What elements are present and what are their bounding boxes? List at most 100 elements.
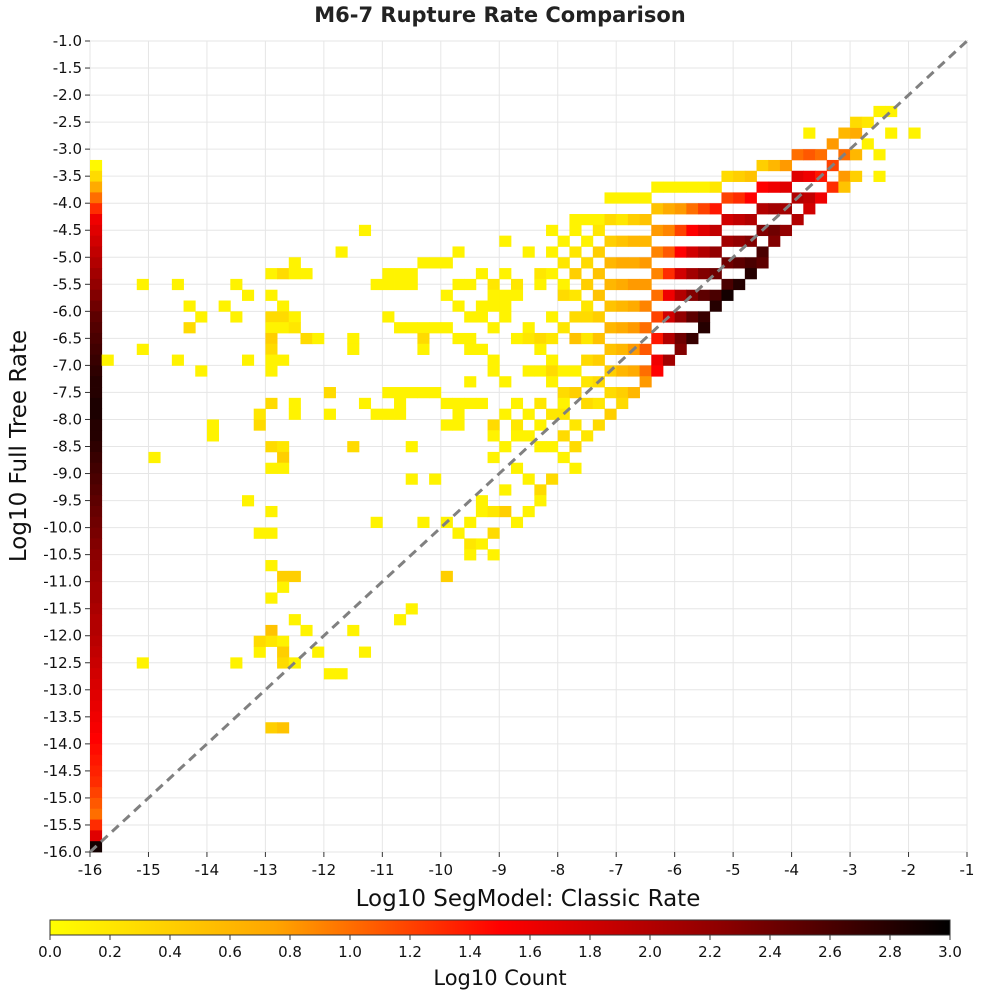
- heatmap-cell: [756, 257, 769, 269]
- heatmap-cell: [651, 311, 664, 323]
- heatmap-cell: [569, 365, 582, 377]
- heatmap-cell: [592, 311, 605, 323]
- heatmap-cell: [464, 516, 477, 528]
- heatmap-cell: [698, 203, 711, 215]
- heatmap-cell: [651, 203, 664, 215]
- heatmap-cell: [850, 116, 863, 128]
- heatmap-cell: [674, 311, 687, 323]
- heatmap-cell: [487, 430, 500, 442]
- heatmap-cell: [475, 538, 488, 550]
- heatmap-cell: [358, 397, 372, 410]
- heatmap-cell: [721, 289, 734, 301]
- heatmap-cell: [756, 203, 769, 215]
- heatmap-cell: [265, 441, 278, 453]
- x-tick-label: -6: [667, 861, 682, 879]
- heatmap-cell: [569, 441, 582, 453]
- heatmap-cell: [347, 624, 360, 637]
- heatmap-cell: [604, 278, 617, 291]
- heatmap-cell: [265, 527, 278, 539]
- heatmap-cell: [90, 181, 103, 193]
- heatmap-cell: [639, 214, 652, 226]
- heatmap-cell: [265, 505, 278, 518]
- heatmap-cell: [277, 322, 290, 334]
- heatmap-cell: [709, 246, 722, 258]
- heatmap-cell: [440, 419, 453, 431]
- heatmap-cell: [604, 300, 617, 312]
- heatmap-cell: [253, 419, 266, 431]
- heatmap-cell: [253, 527, 266, 539]
- heatmap-cell: [885, 105, 898, 118]
- heatmap-cell: [686, 268, 699, 280]
- heatmap-cell: [616, 300, 629, 312]
- heatmap-cell: [838, 170, 851, 182]
- heatmap-cell: [90, 451, 103, 464]
- heatmap-cell: [709, 181, 722, 193]
- heatmap-cell: [499, 441, 512, 453]
- heatmap-cell: [534, 278, 547, 291]
- heatmap-cell: [90, 473, 103, 485]
- heatmap-cell: [522, 322, 535, 334]
- heatmap-cell: [370, 408, 383, 420]
- heatmap-cell: [639, 278, 652, 291]
- heatmap-cell: [803, 149, 816, 161]
- heatmap-cell: [744, 235, 757, 247]
- heatmap-cell: [581, 235, 594, 247]
- heatmap-cell: [90, 354, 103, 366]
- heatmap-cell: [768, 159, 781, 172]
- y-tick-label: -9.5: [53, 492, 82, 510]
- heatmap-cell: [604, 192, 617, 204]
- x-tick-label: -5: [726, 861, 741, 879]
- heatmap-cell: [148, 451, 161, 464]
- heatmap-cell: [534, 365, 547, 377]
- y-tick-label: -5.0: [53, 248, 82, 266]
- heatmap-cell: [312, 332, 325, 345]
- heatmap-cell: [756, 246, 769, 258]
- heatmap-cell: [288, 570, 301, 583]
- colorbar-tick-label: 2.4: [758, 943, 782, 961]
- heatmap-cell: [499, 376, 512, 388]
- y-tick-label: -12.5: [43, 654, 82, 672]
- heatmap-cell: [768, 203, 781, 215]
- heatmap-cell: [627, 214, 640, 226]
- heatmap-cell: [90, 516, 103, 528]
- colorbar-ticks: 0.0 0.2 0.4 0.6 0.8 1.0 1.2 1.4 1.6 1.8 2.0 2.2 2.4 2…: [38, 935, 962, 961]
- heatmap-cell: [90, 711, 103, 723]
- heatmap-cell: [464, 549, 477, 561]
- heatmap-cell: [90, 635, 103, 647]
- heatmap-cell: [627, 365, 640, 377]
- colorbar-tick-label: 3.0: [938, 943, 962, 961]
- heatmap-cell: [569, 311, 582, 323]
- heatmap-cell: [756, 159, 769, 172]
- heatmap-cell: [557, 257, 570, 269]
- heatmap-cell: [405, 387, 418, 399]
- heatmap-cell: [90, 678, 103, 691]
- heatmap-cell: [335, 246, 348, 258]
- heatmap-cell: [838, 127, 851, 139]
- heatmap-cell: [546, 354, 559, 366]
- heatmap-cell: [277, 441, 290, 453]
- heatmap-cell: [90, 581, 103, 593]
- heatmap-cell: [510, 289, 524, 301]
- heatmap-cell: [90, 408, 103, 420]
- heatmap-cell: [510, 332, 524, 345]
- heatmap-cell: [885, 127, 898, 139]
- heatmap-cell: [90, 808, 103, 820]
- heatmap-cell: [510, 516, 524, 528]
- y-tick-label: -15.5: [43, 816, 82, 834]
- heatmap-cell: [639, 192, 652, 204]
- heatmap-cell: [90, 311, 103, 323]
- heatmap-cell: [534, 268, 547, 280]
- heatmap-cell: [90, 819, 103, 831]
- heatmap-cell: [557, 289, 570, 301]
- heatmap-cell: [230, 278, 243, 291]
- heatmap-cell: [265, 268, 278, 280]
- heatmap-cell: [592, 214, 605, 226]
- heatmap-cell: [90, 505, 103, 518]
- heatmap-cell: [440, 257, 453, 269]
- heatmap-cell: [90, 300, 103, 312]
- x-tick-label: -13: [253, 861, 278, 879]
- heatmap-cell: [861, 116, 874, 128]
- x-tick-label: -12: [312, 861, 337, 879]
- heatmap-cell: [581, 397, 594, 410]
